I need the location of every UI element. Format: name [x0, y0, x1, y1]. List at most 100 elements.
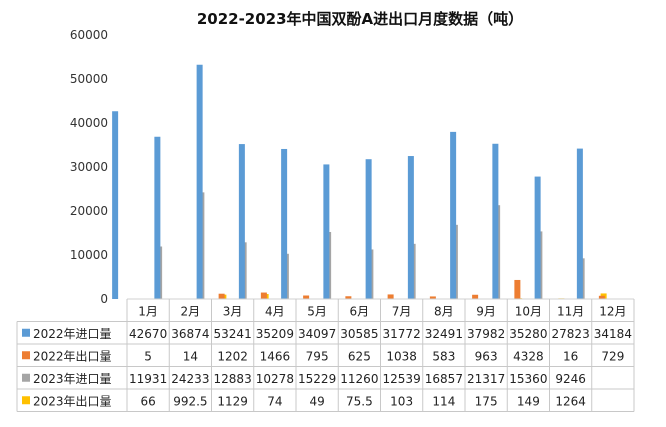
legend-label: 2022年出口量 — [33, 349, 112, 363]
data-label: 49 — [309, 394, 324, 408]
legend-swatch — [22, 373, 30, 382]
data-label: 114 — [432, 394, 455, 408]
bar-1-8 — [407, 156, 414, 299]
data-label: 583 — [432, 349, 455, 363]
bar-2-10 — [514, 279, 521, 299]
data-label: 1038 — [386, 349, 417, 363]
data-label: 31772 — [383, 327, 421, 341]
plot-area — [112, 64, 607, 300]
data-label: 14 — [183, 349, 198, 363]
y-tick-label: 20000 — [70, 204, 108, 218]
data-table: 1月 2月 3月 4月 5月 6月 7月 8月 9月 10月 11月 12月 2022年进口量 42670… — [16, 298, 635, 412]
y-tick-label: 30000 — [70, 160, 108, 174]
x-tick-label: 3月 — [223, 304, 243, 318]
bar-2-8 — [429, 296, 436, 299]
bar-1-11 — [534, 176, 541, 299]
x-tick-label: 2月 — [181, 304, 201, 318]
data-label: 11260 — [340, 372, 378, 386]
data-label: 963 — [475, 349, 498, 363]
bar-1-10 — [492, 143, 499, 299]
data-label: 42670 — [129, 327, 167, 341]
bar-1-7 — [365, 159, 372, 299]
legend-swatch — [22, 351, 30, 360]
data-label: 4328 — [513, 349, 544, 363]
x-tick-label: 8月 — [434, 304, 454, 318]
data-label: 30585 — [340, 327, 378, 341]
data-label: 1466 — [260, 349, 291, 363]
data-label: 12883 — [214, 372, 252, 386]
chart-title: 2022-2023年中国双酚A进出口月度数据（吨） — [197, 10, 523, 28]
data-label: 36874 — [171, 327, 209, 341]
data-label: 103 — [390, 394, 413, 408]
data-label: 16857 — [425, 372, 463, 386]
data-label: 66 — [140, 394, 155, 408]
legend-swatch — [22, 396, 30, 405]
data-label: 149 — [517, 394, 540, 408]
data-label: 992.5 — [173, 394, 207, 408]
x-tick-label: 11月 — [557, 304, 584, 318]
x-tick-label: 6月 — [350, 304, 370, 318]
data-label: 1264 — [555, 394, 586, 408]
data-label: 625 — [348, 349, 371, 363]
data-label: 74 — [267, 394, 282, 408]
y-tick-label: 60000 — [70, 28, 108, 42]
data-label: 16 — [563, 349, 578, 363]
data-label: 12539 — [383, 372, 421, 386]
bar-1-1 — [112, 111, 119, 299]
bar-2-9 — [472, 294, 479, 299]
data-label: 75.5 — [346, 394, 373, 408]
data-label: 24233 — [171, 372, 209, 386]
bar-1-3 — [196, 64, 203, 300]
y-tick-label: 40000 — [70, 116, 108, 130]
data-label: 34184 — [594, 327, 632, 341]
bar-2-6 — [345, 296, 352, 299]
x-tick-label: 12月 — [599, 304, 626, 318]
bar-1-2 — [154, 136, 161, 299]
x-tick-label: 4月 — [265, 304, 285, 318]
legend-label: 2023年出口量 — [33, 394, 112, 408]
bar-2-7 — [387, 294, 394, 299]
bar-2-5 — [303, 295, 310, 299]
data-label: 795 — [306, 349, 329, 363]
x-tick-label: 9月 — [476, 304, 496, 318]
x-tick-label: 1月 — [138, 304, 158, 318]
bar-1-5 — [281, 148, 288, 299]
y-tick-label: 50000 — [70, 72, 108, 86]
data-label: 1202 — [217, 349, 248, 363]
data-label: 729 — [601, 349, 624, 363]
data-label: 175 — [475, 394, 498, 408]
data-label: 35209 — [256, 327, 294, 341]
legend-label: 2022年进口量 — [33, 327, 112, 341]
data-label: 37982 — [467, 327, 505, 341]
data-label: 15229 — [298, 372, 336, 386]
bar-2-4 — [260, 292, 267, 299]
data-label: 32491 — [425, 327, 463, 341]
data-label: 53241 — [214, 327, 252, 341]
bar-1-12 — [576, 148, 583, 299]
y-tick-label: 10000 — [70, 248, 108, 262]
bar-1-9 — [450, 131, 457, 299]
data-label: 34097 — [298, 327, 336, 341]
data-label: 21317 — [467, 372, 505, 386]
bar-1-4 — [238, 144, 245, 299]
bar-1-6 — [323, 164, 330, 299]
data-label: 10278 — [256, 372, 294, 386]
x-tick-label: 5月 — [307, 304, 327, 318]
data-label: 1129 — [217, 394, 248, 408]
y-tick-label: 0 — [100, 292, 108, 306]
data-label: 11931 — [129, 372, 167, 386]
x-tick-label: 7月 — [392, 304, 412, 318]
data-label: 35280 — [509, 327, 547, 341]
legend-label: 2023年进口量 — [33, 372, 112, 386]
data-label: 27823 — [552, 327, 590, 341]
y-axis: 0 10000 20000 30000 40000 50000 60000 — [70, 28, 108, 306]
data-label: 15360 — [509, 372, 547, 386]
x-tick-label: 10月 — [515, 304, 542, 318]
bar-2-3 — [218, 293, 225, 299]
bar-2-12 — [598, 295, 605, 299]
data-label: 9246 — [555, 372, 586, 386]
legend-swatch — [22, 328, 30, 337]
data-label: 5 — [144, 349, 152, 363]
